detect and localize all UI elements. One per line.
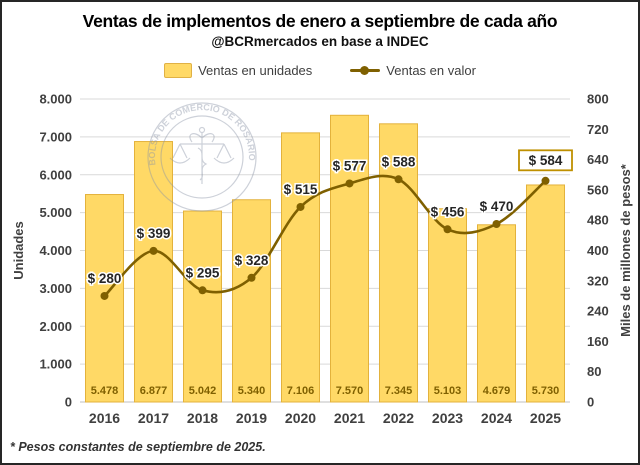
chart-plot: 5.478 6.877 5.042 5.340 7.106 7.570 7.345 5.103… [11,92,633,427]
y-tick-label-left: 4.000 [39,243,72,258]
line-point [149,246,158,255]
line-point [541,176,550,185]
bar-value-label: 5.730 [532,385,560,397]
bar [526,184,565,403]
line-point [345,179,354,188]
bar-value-label: 5.478 [91,385,119,397]
bar-value-label: 7.106 [287,385,315,397]
bar-value-label: 5.042 [189,385,217,397]
x-tick-label: 2021 [334,410,365,426]
bar [183,210,222,403]
y-tick-label-right: 400 [587,243,609,258]
line-point [443,225,452,234]
y-tick-label-left: 0 [65,395,72,410]
line-point-label: $ 577 [333,158,367,173]
y-tick-label-right: 560 [587,182,609,197]
watermark-scales-icon [169,132,235,184]
y-tick-label-right: 320 [587,273,609,288]
y-tick-label-left: 8.000 [39,92,72,107]
bar-value-label: 7.345 [385,385,413,397]
legend-label-units: Ventas en unidades [198,63,313,78]
line-point-label: $ 470 [480,199,514,214]
footnote: * Pesos constantes de septiembre de 2025… [10,440,266,454]
line-point [100,291,109,300]
y-tick-label-left: 2.000 [39,319,72,334]
chart-subtitle: @BCRmercados en base a INDEC [211,34,429,49]
legend-item-units: Ventas en unidades [164,63,312,78]
legend: Ventas en unidades Ventas en valor [2,63,638,78]
line-point [394,175,403,184]
y-tick-label-right: 640 [587,152,609,167]
y-tick-label-left: 7.000 [39,129,72,144]
line-point-label: $ 515 [284,182,318,197]
line-point [198,286,207,295]
bar-value-label: 4.679 [483,385,511,397]
x-tick-label: 2023 [432,410,463,426]
line-series-marker-icon [350,66,381,75]
bar [85,194,124,403]
y-tick-label-right: 480 [587,213,609,228]
bar-value-label: 7.570 [336,385,364,397]
y-tick-label-right: 80 [587,364,601,379]
y-tick-label-right: 0 [587,395,594,410]
watermark-outer-ring-icon [147,102,257,212]
y-tick-label-right: 240 [587,304,609,319]
y-tick-label-right: 720 [587,122,609,137]
bar-series-swatch-icon [164,63,193,78]
highlight-box [518,149,573,172]
bar-value-label: 5.103 [434,385,462,397]
line-point [247,273,256,282]
watermark-inner-ring-icon [160,115,244,199]
line-point-label: $ 456 [431,204,465,219]
axis-title-right: Miles de millones de pesos* [618,163,633,337]
bar [281,132,320,403]
line-point-label: $ 584 [529,153,563,168]
x-tick-label: 2022 [383,410,414,426]
line-point-label: $ 399 [137,226,171,241]
bar [134,141,173,403]
bar [477,224,516,403]
y-tick-label-right: 160 [587,334,609,349]
bar [379,123,418,403]
line-point [296,202,305,211]
line-point-label: $ 295 [186,265,220,280]
bar-value-label: 5.340 [238,385,266,397]
line-point [492,219,501,228]
line-point-label: $ 280 [88,271,122,286]
y-tick-label-left: 1.000 [39,357,72,372]
x-tick-label: 2018 [187,410,218,426]
line-path [103,174,547,297]
x-tick-label: 2017 [138,410,169,426]
x-tick-label: 2024 [481,410,512,426]
axis-title-left: Unidades [11,221,26,280]
legend-item-value: Ventas en valor [350,63,476,78]
bar [428,208,467,403]
x-tick-label: 2020 [285,410,316,426]
chart-title: Ventas de implementos de enero a septiem… [82,11,558,31]
y-tick-label-left: 3.000 [39,281,72,296]
watermark-staff-knob-icon [198,126,206,134]
x-tick-label: 2019 [236,410,267,426]
line-point-label: $ 328 [235,253,269,268]
line-point-label: $ 588 [382,154,416,169]
bar-value-label: 6.877 [140,385,168,397]
y-tick-label-left: 6.000 [39,167,72,182]
y-tick-label-right: 800 [587,92,609,107]
legend-label-value: Ventas en valor [386,63,476,78]
bar [232,199,271,403]
bar [330,114,369,403]
x-tick-label: 2016 [89,410,120,426]
x-tick-label: 2025 [530,410,561,426]
y-tick-label-left: 5.000 [39,205,72,220]
